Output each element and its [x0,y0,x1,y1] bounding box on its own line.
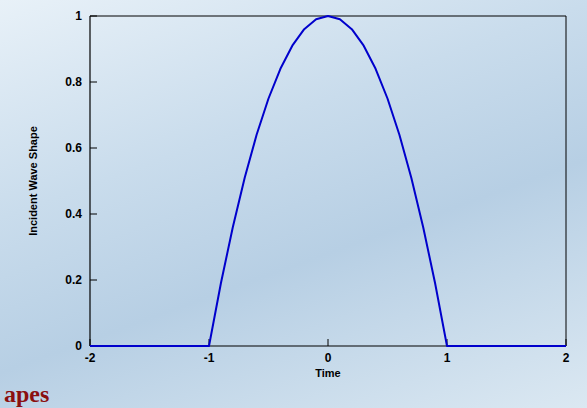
frame-right [566,16,567,346]
plot-area [90,16,566,346]
y-tick [90,214,97,215]
chart: 0 0.2 0.4 0.6 0.8 1 -2 -1 0 1 2 Time Incident Wave S… [0,0,587,408]
y-tick [90,280,97,281]
y-tick-label: 1 [75,9,82,23]
x-axis-title: Time [315,367,340,379]
x-tick-label: 2 [563,351,570,365]
y-tick-label: 0.8 [65,75,82,89]
y-tick [90,16,97,17]
x-tick [328,339,329,346]
y-tick-label: 0.2 [65,273,82,287]
series-line [90,16,566,346]
y-tick-label: 0.4 [65,207,82,221]
y-tick-label: 0 [75,339,82,353]
annotation: apes [4,381,49,407]
y-tick [90,148,97,149]
y-axis-title: Incident Wave Shape [27,126,39,236]
x-tick [90,339,91,346]
y-tick [90,82,97,83]
x-tick-label: 1 [444,351,451,365]
y-axis-line [89,16,90,346]
x-tick-label: 0 [325,351,332,365]
x-tick-label: -2 [85,351,96,365]
x-tick-label: -1 [204,351,215,365]
x-tick [566,339,567,346]
y-tick-label: 0.6 [65,141,82,155]
